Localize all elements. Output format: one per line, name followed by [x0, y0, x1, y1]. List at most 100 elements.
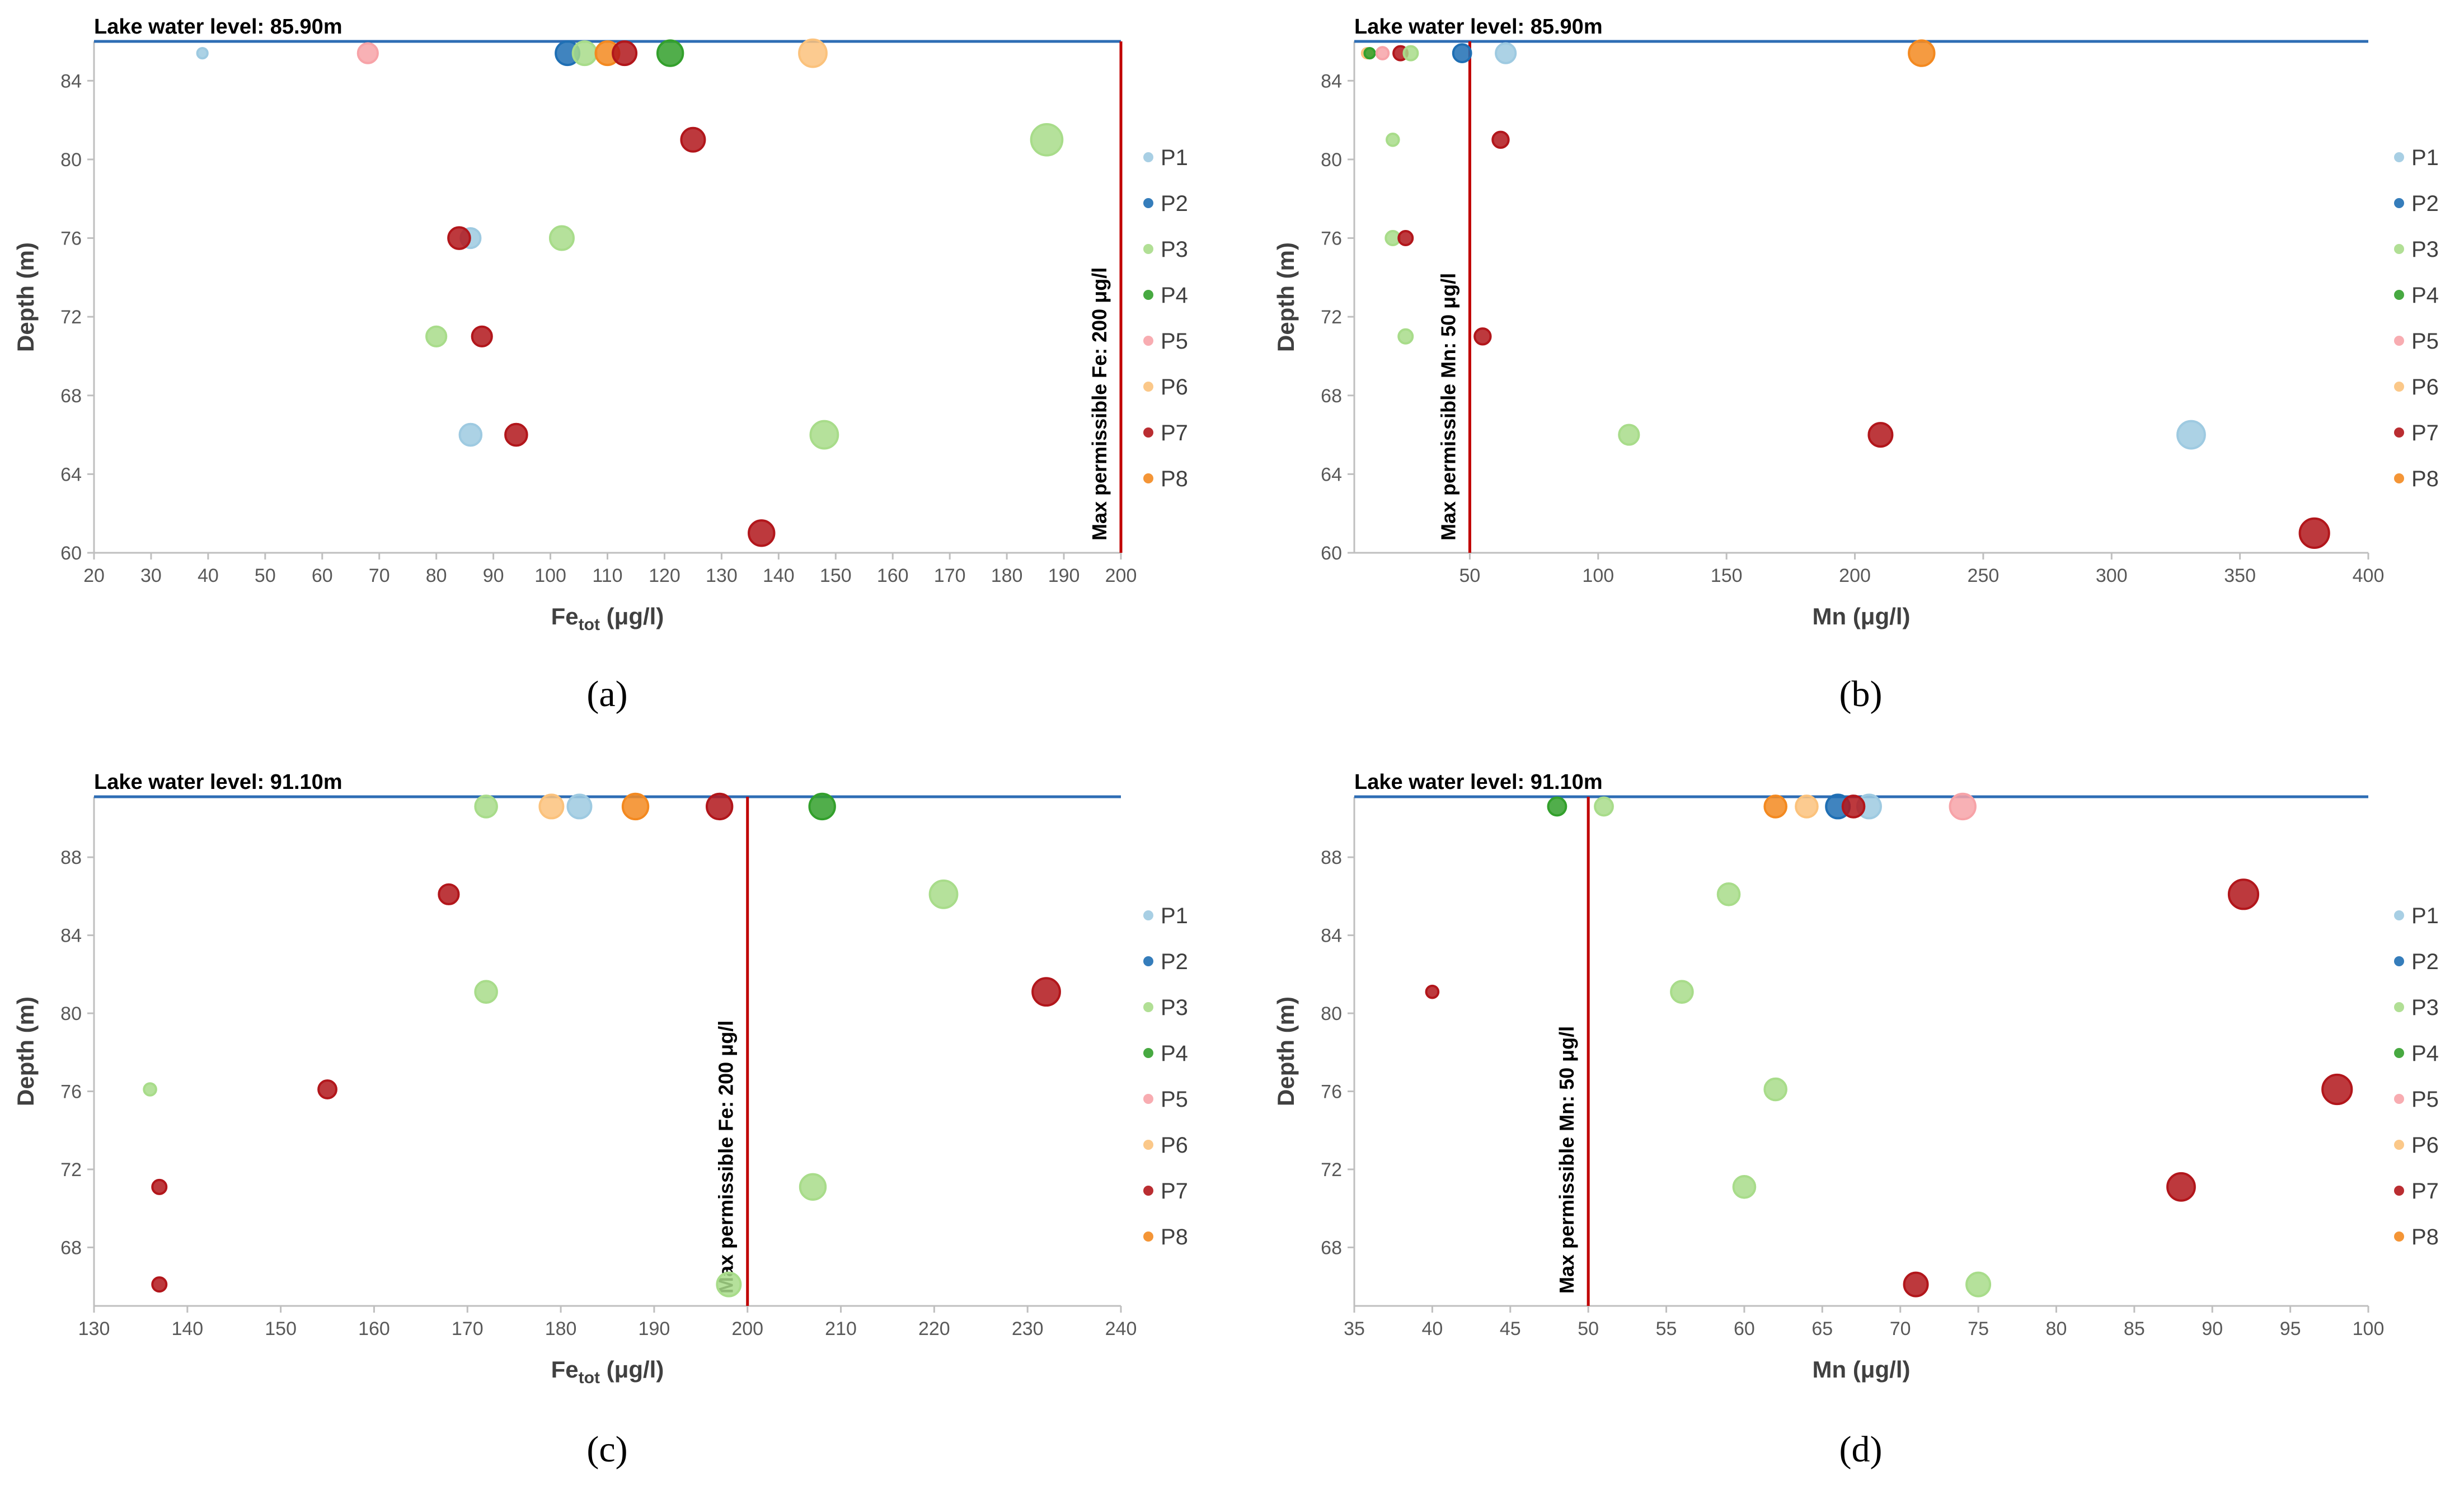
chart-panel-1: 20 30 40 50 60 70 80 90 100 110 120 130 140 150 160 170…: [12, 15, 1188, 715]
legend-marker-p3: [1143, 1002, 1153, 1012]
legend-label-p8: P8: [1161, 467, 1188, 491]
x-axis-title-unit: (μg/l): [600, 603, 664, 629]
legend-label-p4: P4: [2411, 283, 2439, 308]
legend-label-p7: P7: [2411, 1179, 2439, 1204]
y-axis-title: Depth (m): [12, 997, 39, 1106]
legend-marker-p5: [2394, 336, 2404, 346]
panel-caption: (a): [586, 674, 627, 715]
x-tick-label: 400: [2353, 565, 2385, 586]
data-point-p7: [151, 1178, 168, 1195]
y-tick-label: 80: [60, 1003, 82, 1024]
legend-label-p6: P6: [1161, 375, 1188, 399]
y-tick-label: 84: [60, 70, 82, 92]
data-point-p5: [1949, 792, 1977, 821]
data-point-p7: [1867, 422, 1894, 448]
legend-marker-p3: [2394, 244, 2404, 254]
y-axis-title: Depth (m): [12, 242, 39, 352]
x-axis-title-main: Fe: [551, 603, 579, 629]
legend-marker-p2: [2394, 198, 2404, 208]
data-point-p7: [748, 519, 776, 547]
legend: P1 P2 P3 P4 P5 P6 P7 P8: [1143, 904, 1188, 1249]
legend-label-p7: P7: [1161, 421, 1188, 445]
x-tick-label: 190: [639, 1318, 670, 1339]
data-point-p3: [716, 1271, 742, 1298]
x-tick-label: 200: [1105, 565, 1137, 586]
legend-marker-p7: [2394, 1186, 2404, 1196]
x-axis-title-unit: (μg/l): [600, 1356, 664, 1383]
x-tick-label: 75: [1968, 1318, 1989, 1339]
data-point-p8: [1763, 795, 1787, 819]
data-point-p3: [1763, 1077, 1787, 1102]
legend-marker-p1: [1143, 910, 1153, 920]
legend: P1 P2 P3 P4 P5 P6 P7 P8: [2394, 904, 2439, 1249]
y-tick-label: 80: [1321, 1003, 1342, 1024]
data-point-p3: [474, 795, 498, 819]
y-tick-label: 84: [1321, 925, 1342, 947]
y-tick-label: 76: [1321, 1081, 1342, 1102]
legend-marker-p4: [2394, 1048, 2404, 1058]
legend-marker-p1: [2394, 910, 2404, 920]
chart-panel-3: 130 140 150 160 170 180 190 200 210 220 230 240 68 72…: [12, 770, 1188, 1470]
data-point-p7: [2227, 878, 2260, 910]
legend-label-p2: P2: [1161, 950, 1188, 974]
x-axis-title: Mn (μg/l): [1813, 1356, 1911, 1383]
panel-caption: (c): [586, 1429, 627, 1470]
panel-caption: (b): [1839, 674, 1883, 715]
x-axis-title-unit: (μg/l): [1846, 1356, 1910, 1383]
x-tick-label: 70: [369, 565, 390, 586]
x-tick-label: 150: [265, 1318, 297, 1339]
legend-label-p8: P8: [2411, 1225, 2439, 1249]
data-point-p3: [1618, 424, 1640, 446]
x-tick-label: 90: [2202, 1318, 2223, 1339]
data-point-p3: [1732, 1175, 1757, 1199]
x-tick-label: 230: [1012, 1318, 1044, 1339]
x-tick-label: 160: [358, 1318, 390, 1339]
chart-panel-4: 35 40 45 50 55 60 65 70 75 80 85 90 95 100 68 72 76 80 84 8…: [1273, 770, 2439, 1470]
legend-label-p5: P5: [2411, 329, 2439, 354]
data-point-p7: [1031, 977, 1061, 1007]
limit-label: Max permissible Fe: 200 μg/l: [715, 1021, 738, 1294]
data-point-p8: [1908, 39, 1936, 67]
x-tick-label: 220: [918, 1318, 950, 1339]
legend-label-p1: P1: [1161, 904, 1188, 928]
data-point-p7: [504, 422, 528, 447]
x-tick-label: 30: [140, 565, 162, 586]
data-point-p4: [1363, 46, 1376, 60]
lake-level-label: Lake water level: 91.10m: [1354, 770, 1603, 794]
y-tick-label: 76: [1321, 228, 1342, 250]
legend-label-p4: P4: [2411, 1041, 2439, 1066]
data-point-p3: [474, 980, 498, 1004]
legend-marker-p8: [2394, 1232, 2404, 1242]
limit-label: Max permissible Mn: 50 μg/l: [1437, 273, 1459, 540]
x-axis-title: Mn (μg/l): [1813, 603, 1911, 629]
data-point-p3: [1030, 123, 1064, 157]
data-point-p7: [317, 1079, 337, 1099]
legend-marker-p6: [1143, 1140, 1153, 1150]
data-point-p6: [1795, 795, 1819, 819]
legend-marker-p7: [1143, 427, 1153, 438]
legend-marker-p2: [1143, 956, 1153, 966]
data-point-p4: [1547, 796, 1567, 817]
x-tick-label: 20: [83, 565, 105, 586]
legend-marker-p4: [1143, 1048, 1153, 1058]
y-tick-label: 68: [60, 1237, 82, 1258]
data-point-p1: [458, 422, 483, 447]
legend-marker-p1: [2394, 152, 2404, 162]
data-point-p6: [798, 38, 828, 68]
legend-label-p2: P2: [1161, 191, 1188, 216]
legend-marker-p6: [2394, 1140, 2404, 1150]
data-point-p7: [1841, 795, 1866, 819]
data-point-p2: [1452, 43, 1472, 63]
x-tick-label: 60: [312, 565, 333, 586]
legend-marker-p7: [1143, 1186, 1153, 1196]
data-point-p7: [471, 325, 493, 347]
legend-label-p5: P5: [1161, 1087, 1188, 1112]
x-axis-title-main: Mn: [1813, 603, 1847, 629]
x-tick-label: 50: [255, 565, 276, 586]
data-point-p3: [425, 325, 448, 347]
x-tick-label: 130: [706, 565, 738, 586]
data-point-p7: [2321, 1073, 2353, 1106]
data-point-p3: [571, 40, 598, 67]
x-tick-label: 100: [2353, 1318, 2385, 1339]
